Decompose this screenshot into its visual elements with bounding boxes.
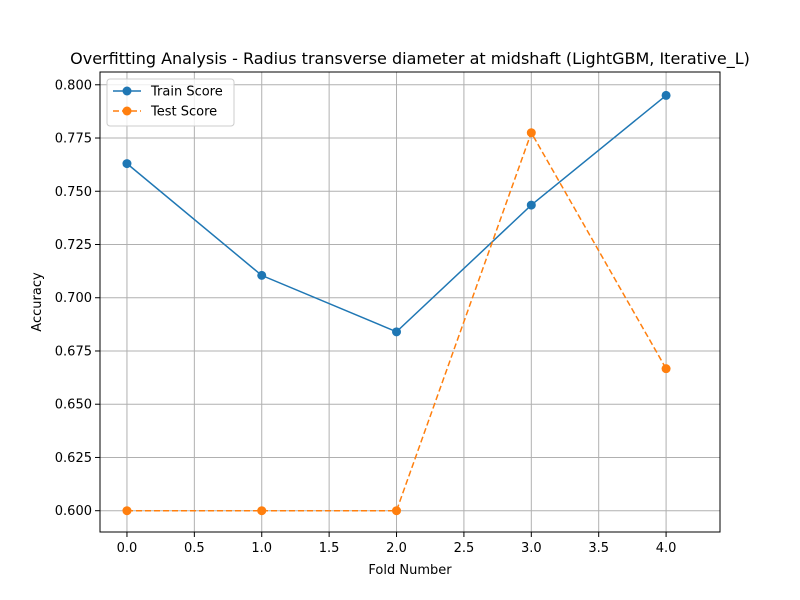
y-tick-label: 0.800: [55, 78, 92, 93]
y-tick-label: 0.725: [55, 238, 92, 253]
axis-ticks: 0.0 0.5 1.0 1.5 2.0 2.5 3.0 3.5 4.0 0.600 0.625 0.6…: [55, 78, 677, 556]
y-tick-label: 0.625: [55, 451, 92, 466]
grid: [100, 72, 720, 532]
chart-title: Overfitting Analysis - Radius transverse…: [70, 49, 750, 69]
test-score-point: [526, 128, 536, 138]
x-tick-label: 1.0: [251, 541, 272, 556]
x-axis-label: Fold Number: [368, 563, 452, 578]
test-score-point: [392, 506, 402, 516]
test-score-point: [257, 506, 267, 516]
train-score-point: [122, 159, 132, 169]
x-tick-label: 2.0: [386, 541, 407, 556]
y-tick-label: 0.675: [55, 344, 92, 359]
y-axis-label: Accuracy: [30, 272, 45, 332]
y-tick-label: 0.700: [55, 291, 92, 306]
train-score-point: [661, 90, 671, 100]
series-layer: [122, 90, 671, 516]
legend: Train Score Test Score: [106, 78, 235, 127]
x-tick-label: 3.5: [588, 541, 609, 556]
legend-marker-test-score: [122, 106, 132, 116]
x-tick-label: 4.0: [656, 541, 677, 556]
x-tick-label: 1.5: [319, 541, 340, 556]
x-tick-label: 3.0: [521, 541, 542, 556]
test-score-point: [661, 364, 671, 374]
x-tick-label: 0.5: [184, 541, 205, 556]
y-tick-label: 0.775: [55, 132, 92, 147]
y-tick-label: 0.750: [55, 185, 92, 200]
legend-label-train-score: Train Score: [150, 85, 223, 100]
x-tick-label: 0.0: [117, 541, 138, 556]
x-tick-label: 2.5: [454, 541, 475, 556]
test-score-point: [122, 506, 132, 516]
train-score-point: [257, 270, 267, 280]
test-score-line: [127, 130, 667, 512]
y-tick-label: 0.650: [55, 398, 92, 413]
train-score-point: [392, 327, 402, 337]
legend-marker-train-score: [122, 86, 132, 96]
legend-label-test-score: Test Score: [150, 105, 217, 120]
train-score-point: [526, 200, 536, 210]
y-tick-label: 0.600: [55, 504, 92, 519]
plot-frame: [99, 71, 721, 533]
